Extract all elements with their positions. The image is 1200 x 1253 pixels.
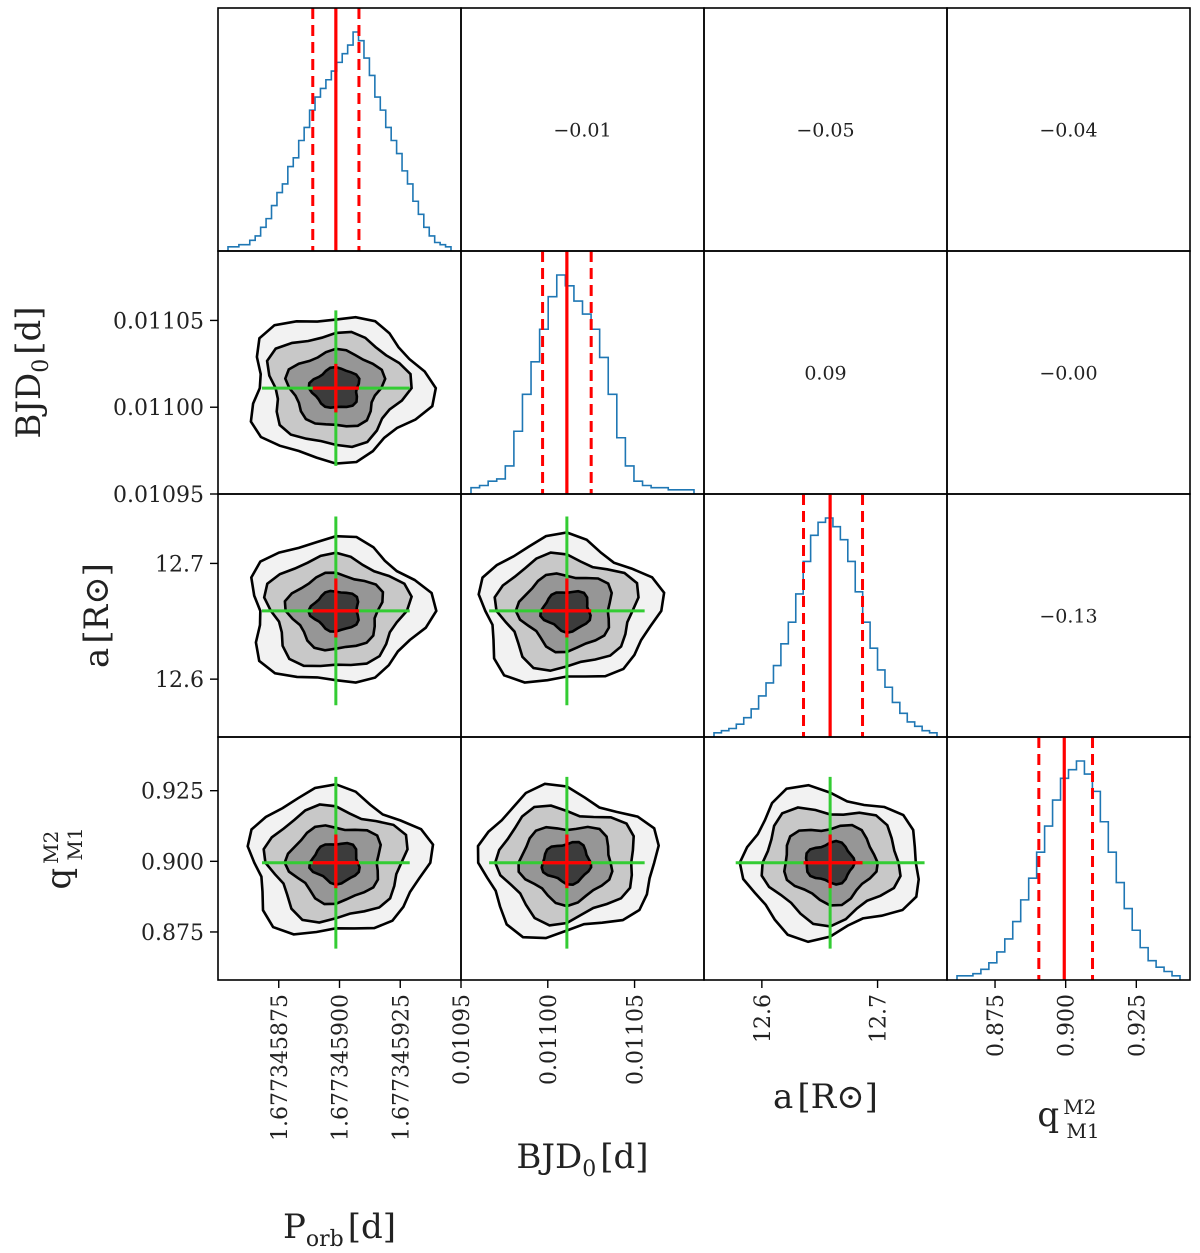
panel-frame <box>946 736 1191 981</box>
panel-1-3: −0.00 <box>946 250 1191 495</box>
correlation-value: −0.13 <box>1039 606 1097 628</box>
panel-1-2: 0.09 <box>703 250 948 495</box>
correlation-value: 0.09 <box>804 363 846 385</box>
panel-frame <box>703 493 948 738</box>
x-axis-label-bjd0: BJD0 [d] <box>516 1137 648 1182</box>
axis-label-main: a <box>773 1077 793 1117</box>
x-axis-label-porb: Porb [d] <box>283 1207 396 1252</box>
x-tick-label: 0.01100 <box>537 994 562 1085</box>
axis-label-unit: [d] <box>348 1207 396 1247</box>
histogram-porb <box>227 31 452 251</box>
panel-frame <box>460 250 705 495</box>
axis-label-frac-den: M1 <box>1066 1119 1099 1143</box>
correlation-value: −0.01 <box>553 120 611 142</box>
y-tick-label: 0.01100 <box>113 396 204 421</box>
histogram-bjd0 <box>470 274 695 494</box>
panel-2-3: −0.13 <box>946 493 1191 738</box>
panel-3-3 <box>946 736 1191 981</box>
axis-label-main: BJD <box>516 1137 582 1177</box>
y-tick-label: 0.01105 <box>113 309 204 334</box>
axis-label-main: a <box>77 648 117 668</box>
y-tick-label: 0.875 <box>141 921 204 946</box>
panel-2-0 <box>217 493 462 738</box>
panel-3-2 <box>703 736 948 981</box>
axis-label-unit: [R⊙] <box>797 1077 878 1117</box>
y-axis-label-q: q M2M1 <box>39 827 87 889</box>
y-axis-label-bjd0: BJD0 [d] <box>9 306 54 438</box>
x-tick-label: 0.925 <box>1125 994 1150 1057</box>
histogram-q <box>956 760 1181 980</box>
x-tick-label: 1.677345925 <box>389 994 414 1141</box>
panel-3-0 <box>217 736 462 981</box>
y-tick-label: 0.925 <box>141 780 204 805</box>
axis-label-subscript: 0 <box>29 359 54 373</box>
axis-label-main: q <box>1037 1095 1059 1135</box>
x-tick-label: 0.01105 <box>624 994 649 1085</box>
axis-label-unit: [d] <box>9 306 49 354</box>
axis-label-unit: [d] <box>600 1137 648 1177</box>
axis-label-frac-den: M1 <box>63 827 87 860</box>
x-axis-label-q: q M2 M1 <box>1037 1095 1099 1143</box>
panel-3-1 <box>460 736 705 981</box>
axis-label-frac-num: M2 <box>1063 1095 1096 1119</box>
axis-label-subscript: orb <box>306 1227 344 1252</box>
y-tick-label: 0.01095 <box>113 483 204 508</box>
panel-2-2 <box>703 493 948 738</box>
panel-0-2: −0.05 <box>703 7 948 252</box>
x-axis-label-a: a [R⊙] <box>773 1077 878 1117</box>
panel-0-3: −0.04 <box>946 7 1191 252</box>
histogram-a <box>713 517 938 737</box>
panel-0-1: −0.01 <box>460 7 705 252</box>
axis-label-subscript: 0 <box>582 1157 596 1182</box>
x-tick-label: 0.875 <box>984 994 1009 1057</box>
axis-label-main: q <box>39 868 79 890</box>
panel-0-0 <box>217 7 462 252</box>
x-tick-label: 12.6 <box>751 994 776 1043</box>
x-tick-label: 0.900 <box>1055 994 1080 1057</box>
correlation-value: −0.00 <box>1039 363 1097 385</box>
axis-label-main: P <box>283 1207 306 1247</box>
x-tick-label: 1.677345900 <box>329 994 354 1141</box>
y-tick-label: 0.900 <box>141 850 204 875</box>
x-tick-label: 0.01095 <box>450 994 475 1085</box>
correlation-value: −0.04 <box>1039 120 1097 142</box>
y-axis-label-a: a [R⊙] <box>77 563 117 668</box>
axis-label-main: BJD <box>9 373 49 439</box>
y-tick-label: 12.7 <box>155 552 204 577</box>
y-tick-label: 12.6 <box>155 668 204 693</box>
panel-2-1 <box>460 493 705 738</box>
panel-1-1 <box>460 250 705 495</box>
x-tick-label: 1.677345875 <box>268 994 293 1141</box>
axis-label-frac-num: M2 <box>39 831 63 864</box>
x-tick-label: 12.7 <box>867 994 892 1043</box>
correlation-value: −0.05 <box>796 120 854 142</box>
panel-1-0 <box>217 250 462 495</box>
axis-label-unit: [R⊙] <box>77 563 117 644</box>
